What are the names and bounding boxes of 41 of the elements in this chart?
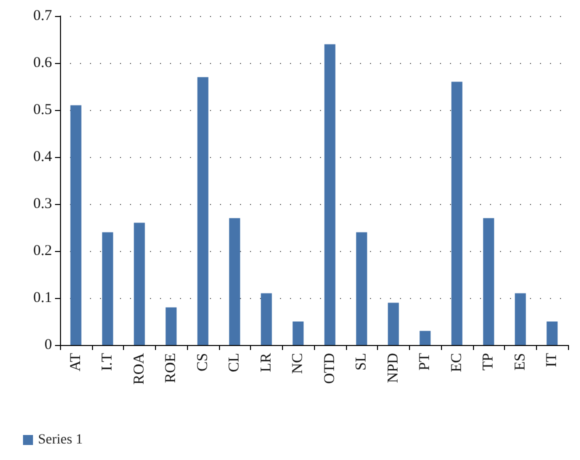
x-tick-label: CL bbox=[226, 353, 243, 372]
x-tick-label: ROE bbox=[163, 353, 180, 383]
y-tick-label: 0.5 bbox=[33, 102, 52, 118]
bar bbox=[70, 105, 82, 345]
bar bbox=[420, 330, 431, 345]
x-tick-label: OTD bbox=[322, 352, 338, 384]
y-tick-label: 0.2 bbox=[33, 243, 52, 259]
y-tick-label: 0.7 bbox=[33, 8, 52, 24]
bar bbox=[451, 82, 462, 345]
bar bbox=[388, 302, 399, 345]
y-tick-label: 0.3 bbox=[33, 196, 52, 212]
x-tick-label: PT bbox=[417, 353, 434, 371]
x-tick-label: I.T bbox=[100, 353, 116, 371]
x-tick-label: TP bbox=[480, 353, 497, 371]
bar bbox=[197, 77, 208, 345]
x-tick-label: NPD bbox=[385, 352, 402, 384]
bar bbox=[324, 44, 336, 345]
x-tick-label: ROA bbox=[131, 352, 148, 385]
bar bbox=[229, 218, 240, 345]
x-tick-label: SL bbox=[354, 353, 370, 371]
x-tick-label: NC bbox=[290, 353, 306, 374]
y-tick-label: 0.1 bbox=[33, 290, 52, 306]
bar bbox=[260, 293, 272, 345]
bar bbox=[514, 293, 526, 345]
y-tick-label: 0 bbox=[44, 337, 52, 353]
x-tick-label: AT bbox=[68, 353, 84, 372]
bar bbox=[292, 322, 304, 345]
bar bbox=[134, 222, 145, 345]
bar bbox=[356, 232, 368, 345]
bar bbox=[483, 218, 494, 345]
y-tick-label: 0.4 bbox=[33, 149, 52, 165]
x-tick-label: ES bbox=[512, 353, 528, 371]
x-tick-label: LR bbox=[258, 353, 274, 372]
legend-label: Series 1 bbox=[38, 432, 83, 448]
bar bbox=[102, 232, 114, 345]
bar bbox=[546, 322, 558, 345]
y-tick-label: 0.6 bbox=[33, 55, 52, 71]
bar bbox=[166, 307, 177, 345]
x-tick-label: EC bbox=[448, 353, 465, 372]
x-tick-label: IT bbox=[544, 353, 560, 368]
x-tick-label: CS bbox=[194, 353, 211, 372]
